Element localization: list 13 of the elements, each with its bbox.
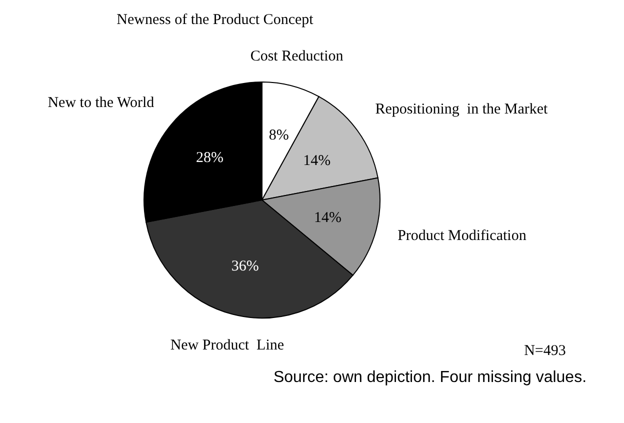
slice-label: Repositioning in the Market (375, 102, 549, 118)
data-label: 14% (314, 210, 342, 226)
data-label: 8% (268, 127, 289, 144)
source-note: Source: own depiction. Four missing values. (273, 369, 587, 386)
data-label: 28% (196, 150, 224, 166)
slice-label: New to the World (48, 94, 155, 111)
data-label: 14% (303, 153, 331, 170)
chart-title: Newness of the Product Concept (116, 12, 314, 28)
text: N=493 (524, 343, 566, 359)
slice-label: Product Modification (398, 228, 527, 244)
slice-label: Cost Reduction (250, 48, 344, 64)
data-label: 36% (231, 258, 259, 275)
slice-label: New Product Line (170, 338, 284, 354)
